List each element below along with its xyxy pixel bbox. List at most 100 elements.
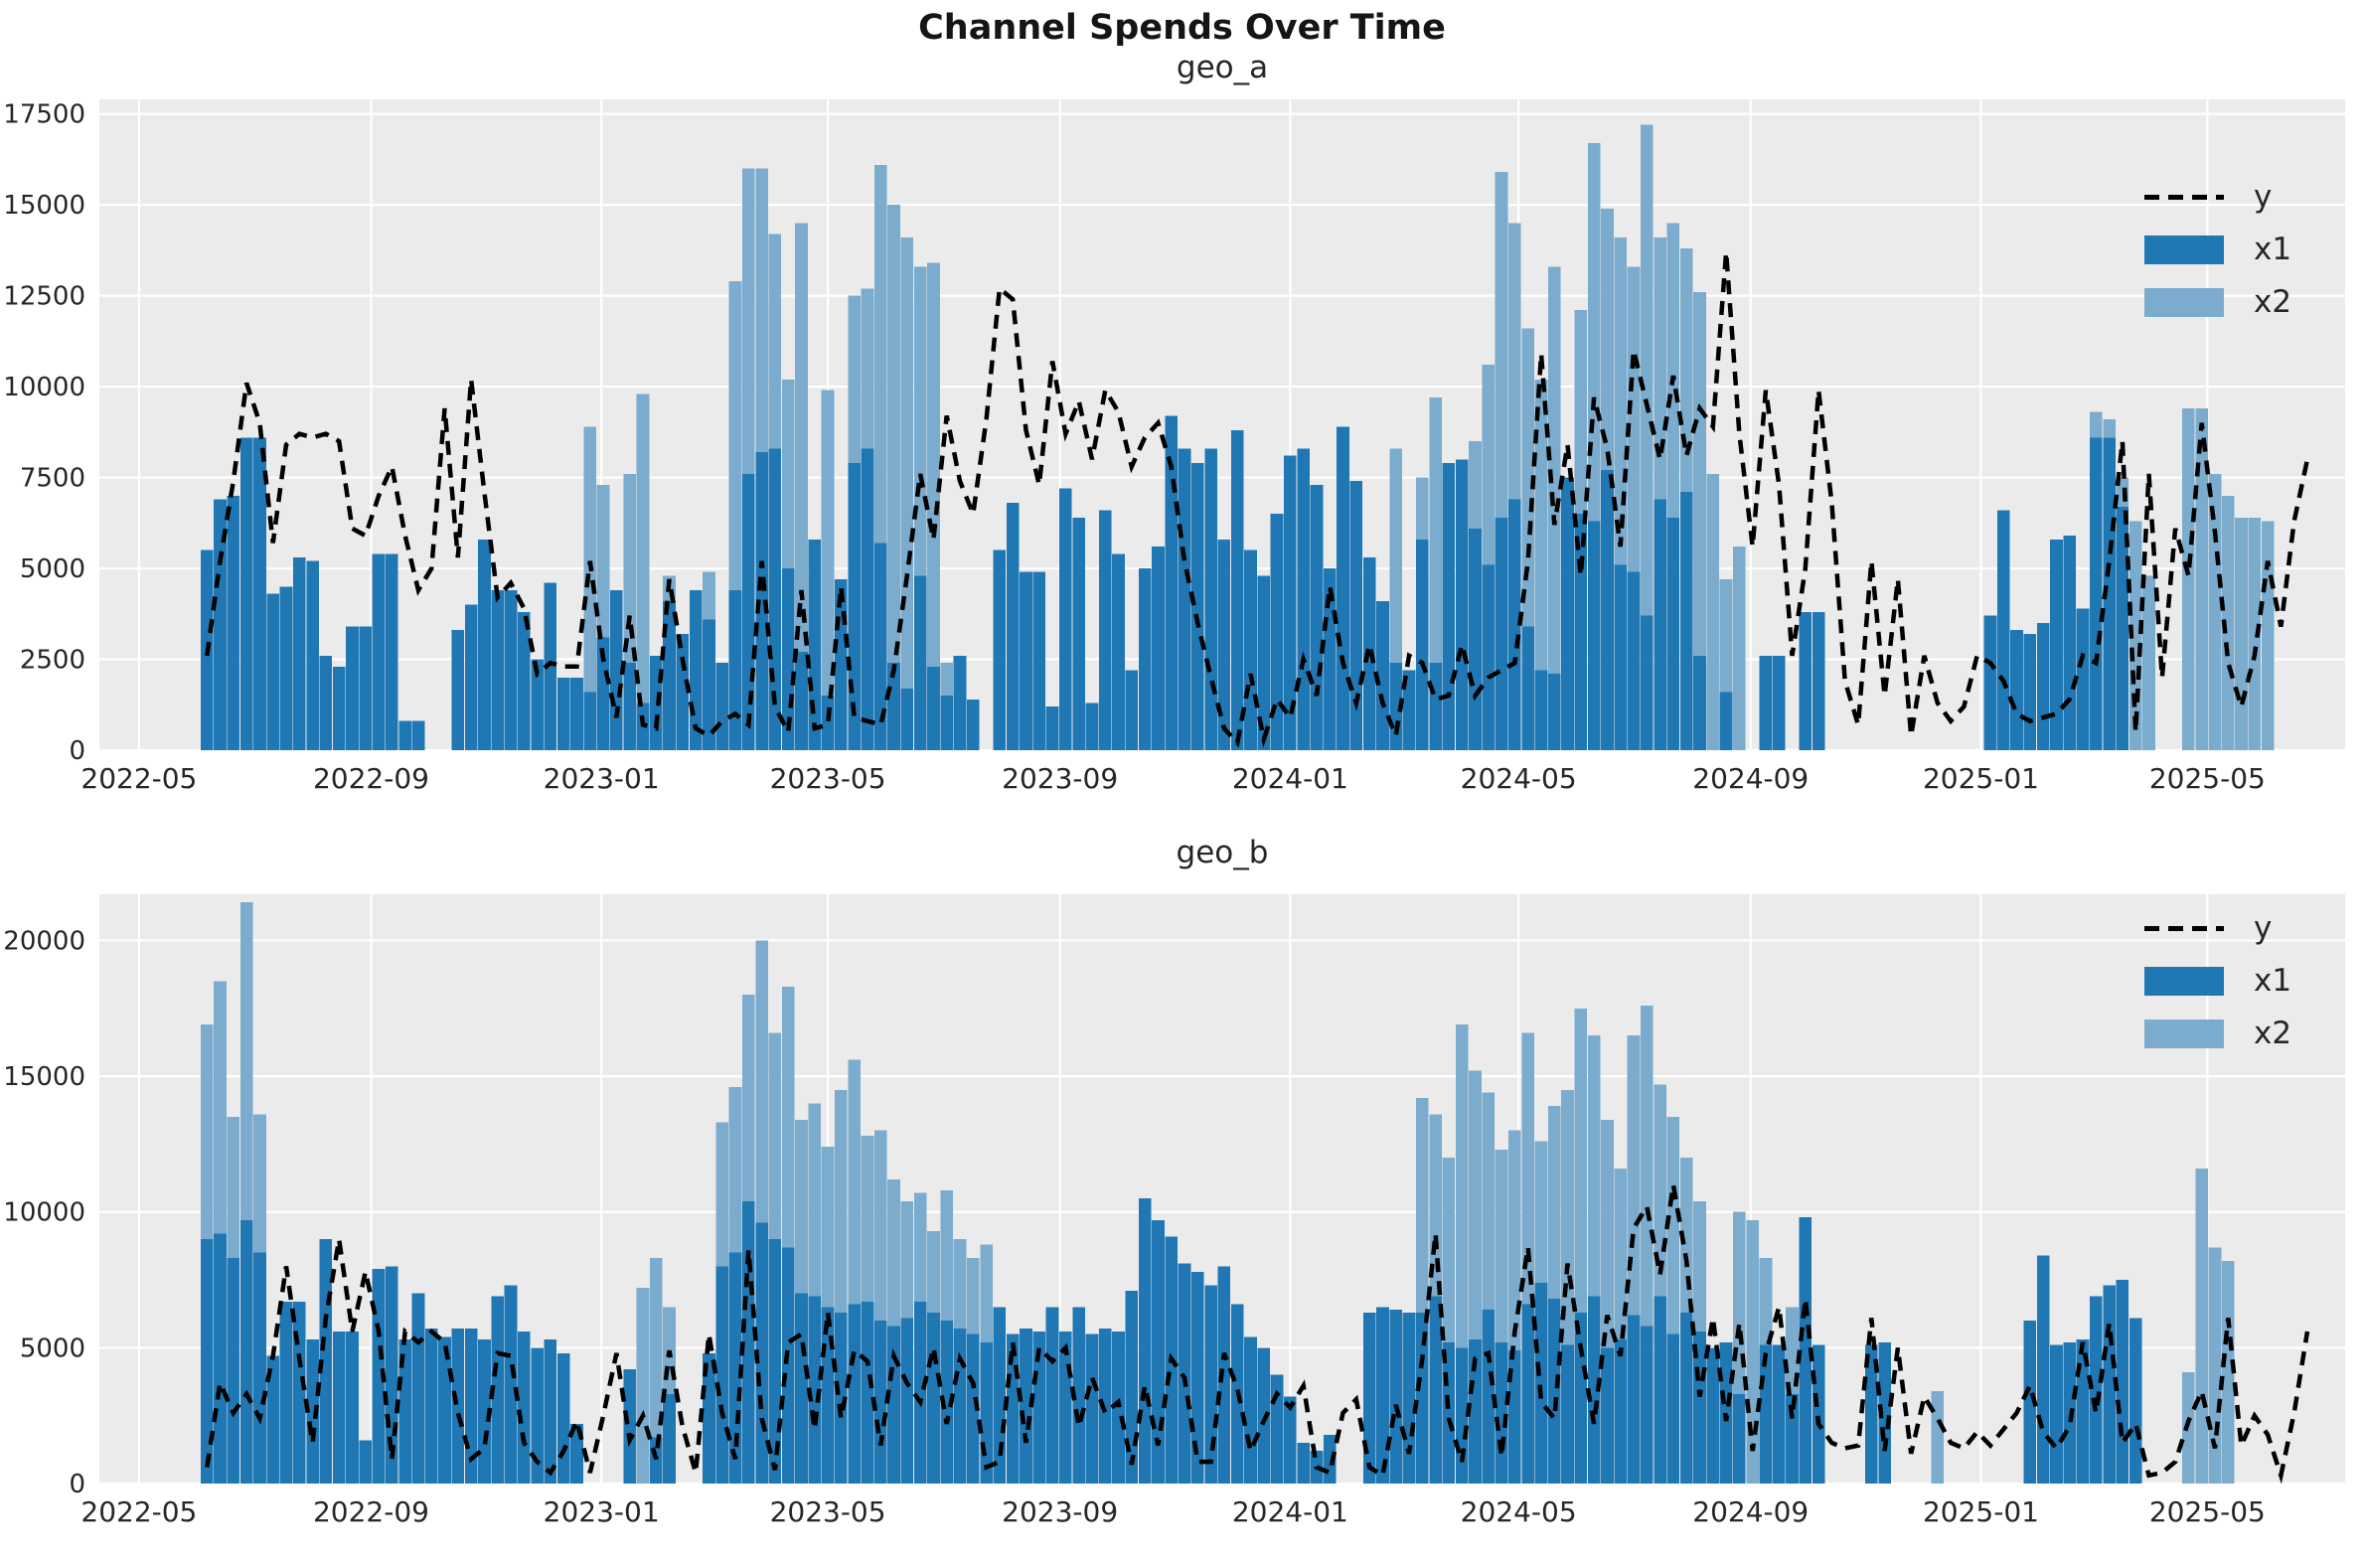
bar-x2 bbox=[821, 390, 835, 750]
x-tick-label: 2024-05 bbox=[1461, 1495, 1577, 1528]
bar-x1 bbox=[873, 1321, 887, 1484]
bar-x1 bbox=[359, 626, 373, 750]
x-tick-label: 2023-05 bbox=[770, 1495, 886, 1528]
bar-x1 bbox=[2089, 437, 2103, 750]
bar-x1 bbox=[451, 630, 465, 750]
bar-x1 bbox=[346, 626, 359, 750]
bar-x2 bbox=[1746, 1219, 1760, 1484]
bar-x1 bbox=[531, 1347, 544, 1484]
x-tick-label: 2022-09 bbox=[313, 1495, 429, 1528]
bar-x1 bbox=[1415, 1312, 1429, 1484]
bar-x1 bbox=[279, 586, 293, 750]
bar-x1 bbox=[966, 699, 980, 750]
bar-x1 bbox=[1415, 539, 1429, 750]
bar-x1 bbox=[993, 549, 1007, 750]
bar-x1 bbox=[781, 1247, 795, 1484]
subplot-title-geo-a: geo_a bbox=[1176, 50, 1269, 85]
x-tick-label: 2025-01 bbox=[1923, 1495, 2039, 1528]
bar-x1 bbox=[1244, 549, 1257, 750]
bar-x1 bbox=[1112, 1331, 1125, 1484]
bar-x2 bbox=[636, 1288, 650, 1484]
bar-x1 bbox=[1190, 462, 1204, 750]
bar-x1 bbox=[1864, 1344, 1878, 1484]
bar-x1 bbox=[1045, 706, 1059, 750]
bar-x1 bbox=[411, 720, 425, 750]
x-tick-label: 2022-05 bbox=[80, 762, 197, 795]
bar-x1 bbox=[1297, 448, 1311, 750]
legend-geo-a: y x1 x2 bbox=[2144, 171, 2353, 329]
legend-label-x2: x2 bbox=[2254, 284, 2292, 320]
bar-x1 bbox=[1640, 615, 1654, 750]
bar-x1 bbox=[1587, 1296, 1601, 1484]
bar-x2 bbox=[2221, 1260, 2235, 1484]
bar-x1 bbox=[583, 692, 597, 750]
x1-swatch-icon bbox=[2144, 967, 2224, 996]
bar-x1 bbox=[755, 451, 768, 750]
y-tick-label: 5000 bbox=[20, 554, 85, 584]
x-tick-label: 2023-09 bbox=[1002, 762, 1118, 795]
bar-x1 bbox=[332, 1331, 346, 1484]
bar-x1 bbox=[359, 1440, 373, 1484]
bar-x1 bbox=[478, 539, 491, 750]
bar-x2 bbox=[1706, 473, 1720, 750]
bar-x1 bbox=[1534, 1282, 1548, 1484]
bar-x1 bbox=[491, 1296, 505, 1484]
y-tick-label: 15000 bbox=[3, 1062, 85, 1092]
bar-x1 bbox=[544, 582, 557, 750]
bar-x1 bbox=[292, 557, 306, 750]
bar-x1 bbox=[2128, 1318, 2142, 1484]
bar-x1 bbox=[966, 1333, 980, 1484]
bar-x1 bbox=[861, 448, 874, 750]
bar-x1 bbox=[292, 1301, 306, 1484]
bar-x1 bbox=[1469, 528, 1482, 750]
bar-x1 bbox=[1772, 655, 1786, 750]
bar-x2 bbox=[1534, 379, 1548, 750]
bar-x1 bbox=[2076, 608, 2090, 750]
x2-swatch-icon bbox=[2144, 1019, 2224, 1048]
y-tick-label: 12500 bbox=[3, 282, 85, 312]
bar-x1 bbox=[1733, 1393, 1746, 1484]
bar-x1 bbox=[2063, 536, 2077, 750]
bar-x1 bbox=[464, 604, 478, 750]
bar-x1 bbox=[1521, 1304, 1535, 1484]
bar-x1 bbox=[372, 553, 386, 750]
bar-x1 bbox=[1614, 1339, 1628, 1484]
bar-x1 bbox=[821, 696, 835, 750]
bar-x1 bbox=[2050, 539, 2063, 750]
bar-x1 bbox=[1429, 1296, 1442, 1484]
bar-x1 bbox=[319, 655, 333, 750]
bar-x1 bbox=[1376, 600, 1389, 750]
bar-x1 bbox=[596, 637, 610, 750]
bar-x1 bbox=[623, 1369, 637, 1484]
y-tick-label: 2500 bbox=[20, 646, 85, 676]
bar-x1 bbox=[1402, 670, 1416, 750]
bar-x1 bbox=[927, 1312, 940, 1484]
bar-x1 bbox=[332, 666, 346, 750]
dashed-line-sample-icon bbox=[2144, 195, 2224, 200]
bar-x1 bbox=[1178, 448, 1191, 750]
x-tick-label: 2024-09 bbox=[1692, 762, 1809, 795]
bar-x1 bbox=[1178, 1263, 1191, 1484]
x2-swatch-icon bbox=[2144, 288, 2224, 317]
bar-x1 bbox=[953, 655, 967, 750]
bar-x1 bbox=[1521, 626, 1535, 750]
bar-x1 bbox=[1495, 1341, 1508, 1484]
y-tick-label: 20000 bbox=[3, 926, 85, 956]
y-tick-label: 10000 bbox=[3, 373, 85, 402]
bar-x1 bbox=[913, 1301, 927, 1484]
bar-x1 bbox=[728, 1252, 742, 1484]
y-tick-label: 15000 bbox=[3, 191, 85, 221]
bar-x1 bbox=[2103, 437, 2116, 750]
x-tick-label: 2024-01 bbox=[1232, 762, 1348, 795]
bar-x1 bbox=[2036, 1255, 2050, 1484]
bar-x1 bbox=[239, 437, 253, 750]
bar-x1 bbox=[676, 633, 690, 750]
bar-x1 bbox=[1244, 1336, 1257, 1484]
bar-x2 bbox=[1640, 124, 1654, 751]
bar-x1 bbox=[940, 1321, 954, 1484]
legend-item-x1: x1 bbox=[2144, 955, 2353, 1008]
bar-x1 bbox=[239, 1219, 253, 1484]
bar-x1 bbox=[703, 619, 715, 750]
bar-x1 bbox=[1561, 477, 1574, 750]
bar-x1 bbox=[398, 720, 412, 750]
